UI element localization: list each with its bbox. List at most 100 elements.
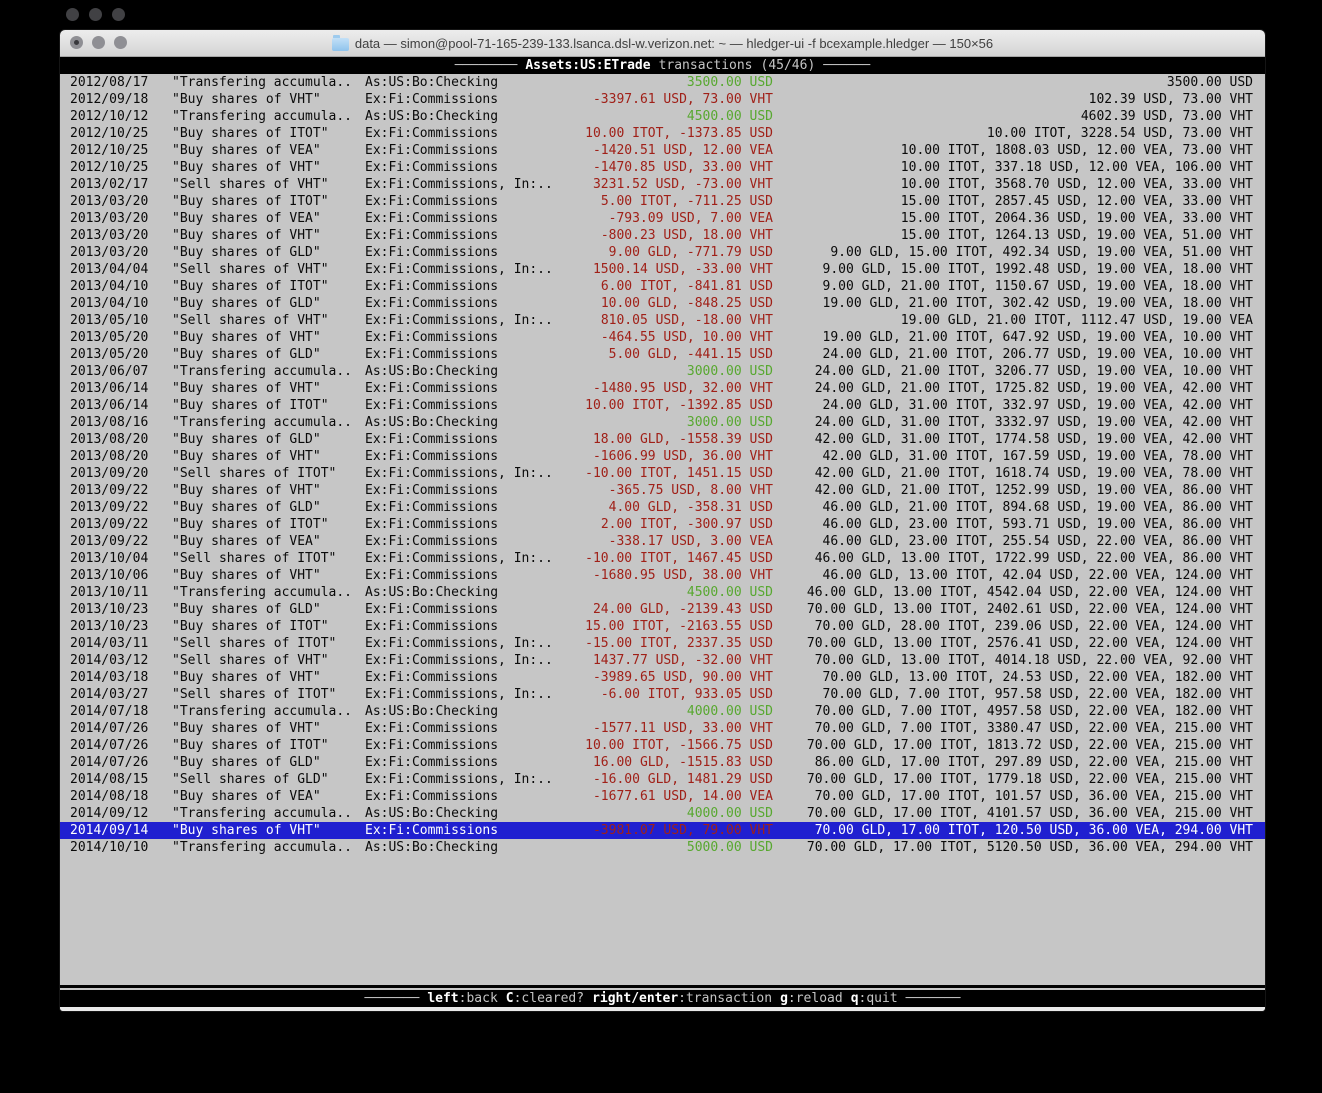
transaction-row[interactable]: 2014/08/15 "Sell shares of GLD" Ex:Fi:Co…: [60, 771, 1265, 788]
transaction-row[interactable]: 2014/07/18 "Transfering accumula.. As:US…: [60, 703, 1265, 720]
transaction-other-accounts: Ex:Fi:Commissions: [365, 517, 499, 532]
transaction-other-accounts: Ex:Fi:Commissions: [365, 245, 499, 260]
transaction-row[interactable]: 2013/09/22 "Buy shares of ITOT" Ex:Fi:Co…: [60, 516, 1265, 533]
transaction-row[interactable]: 2012/08/17 "Transfering accumula.. As:US…: [60, 74, 1265, 91]
transaction-row[interactable]: 2013/10/23 "Buy shares of ITOT" Ex:Fi:Co…: [60, 618, 1265, 635]
transaction-other-accounts: Ex:Fi:Commissions, In:..: [365, 772, 553, 787]
transaction-amount: 3231.52 USD, -73.00 VHT: [592, 177, 773, 192]
transaction-running-balance: 70.00 GLD, 17.00 ITOT, 1779.18 USD, 22.0…: [806, 772, 1253, 787]
transaction-row[interactable]: 2013/09/22 "Buy shares of GLD" Ex:Fi:Com…: [60, 499, 1265, 516]
transaction-amount: -800.23 USD, 18.00 VHT: [600, 228, 773, 243]
background-window-button[interactable]: [66, 8, 79, 21]
transaction-row[interactable]: 2013/03/20 "Buy shares of VEA" Ex:Fi:Com…: [60, 210, 1265, 227]
transaction-other-accounts: As:US:Bo:Checking: [365, 364, 499, 379]
transaction-row[interactable]: 2013/06/14 "Buy shares of ITOT" Ex:Fi:Co…: [60, 397, 1265, 414]
transaction-description: "Buy shares of VHT": [172, 160, 321, 175]
transaction-row[interactable]: 2013/10/04 "Sell shares of ITOT" Ex:Fi:C…: [60, 550, 1265, 567]
transaction-row[interactable]: 2013/10/23 "Buy shares of GLD" Ex:Fi:Com…: [60, 601, 1265, 618]
screen-header: ──────── Assets:US:ETrade transactions (…: [60, 57, 1265, 74]
transaction-row[interactable]: 2014/03/11 "Sell shares of ITOT" Ex:Fi:C…: [60, 635, 1265, 652]
transaction-other-accounts: Ex:Fi:Commissions: [365, 160, 499, 175]
transaction-row[interactable]: 2013/05/20 "Buy shares of VHT" Ex:Fi:Com…: [60, 329, 1265, 346]
help-item: g:reload: [780, 990, 843, 1007]
transaction-amount: 10.00 ITOT, -1566.75 USD: [585, 738, 773, 753]
transaction-date: 2013/06/14: [70, 398, 149, 413]
transaction-running-balance: 4602.39 USD, 73.00 VHT: [1080, 109, 1253, 124]
transaction-running-balance: 102.39 USD, 73.00 VHT: [1088, 92, 1253, 107]
transaction-row[interactable]: 2014/09/12 "Transfering accumula.. As:US…: [60, 805, 1265, 822]
transaction-row[interactable]: 2013/04/10 "Buy shares of ITOT" Ex:Fi:Co…: [60, 278, 1265, 295]
transaction-description: "Buy shares of ITOT": [172, 279, 329, 294]
transaction-row[interactable]: 2014/03/18 "Buy shares of VHT" Ex:Fi:Com…: [60, 669, 1265, 686]
transaction-row[interactable]: 2013/08/16 "Transfering accumula.. As:US…: [60, 414, 1265, 431]
transaction-other-accounts: As:US:Bo:Checking: [365, 704, 499, 719]
transaction-row[interactable]: 2012/10/25 "Buy shares of ITOT" Ex:Fi:Co…: [60, 125, 1265, 142]
transaction-row[interactable]: 2014/07/26 "Buy shares of ITOT" Ex:Fi:Co…: [60, 737, 1265, 754]
transaction-row[interactable]: 2014/08/18 "Buy shares of VEA" Ex:Fi:Com…: [60, 788, 1265, 805]
close-button[interactable]: [70, 36, 83, 49]
transaction-running-balance: 15.00 ITOT, 2857.45 USD, 12.00 VEA, 33.0…: [900, 194, 1253, 209]
transaction-running-balance: 70.00 GLD, 13.00 ITOT, 4014.18 USD, 22.0…: [814, 653, 1253, 668]
transaction-row[interactable]: 2013/03/20 "Buy shares of VHT" Ex:Fi:Com…: [60, 227, 1265, 244]
transaction-row[interactable]: 2014/09/14 "Buy shares of VHT" Ex:Fi:Com…: [60, 822, 1265, 839]
help-key: g: [780, 991, 788, 1006]
transaction-other-accounts: As:US:Bo:Checking: [365, 585, 499, 600]
transaction-row[interactable]: 2014/03/27 "Sell shares of ITOT" Ex:Fi:C…: [60, 686, 1265, 703]
transaction-row[interactable]: 2013/02/17 "Sell shares of VHT" Ex:Fi:Co…: [60, 176, 1265, 193]
transaction-amount: 24.00 GLD, -2139.43 USD: [592, 602, 773, 617]
transaction-row[interactable]: 2013/09/20 "Sell shares of ITOT" Ex:Fi:C…: [60, 465, 1265, 482]
terminal-window: data — simon@pool-71-165-239-133.lsanca.…: [60, 30, 1265, 1011]
transaction-row[interactable]: 2013/08/20 "Buy shares of VHT" Ex:Fi:Com…: [60, 448, 1265, 465]
transaction-row[interactable]: 2014/07/26 "Buy shares of VHT" Ex:Fi:Com…: [60, 720, 1265, 737]
help-label: :quit: [858, 991, 898, 1006]
transaction-other-accounts: Ex:Fi:Commissions: [365, 211, 499, 226]
transaction-running-balance: 10.00 ITOT, 3228.54 USD, 73.00 VHT: [986, 126, 1253, 141]
transaction-date: 2013/10/06: [70, 568, 149, 583]
transaction-other-accounts: Ex:Fi:Commissions: [365, 721, 499, 736]
transaction-row[interactable]: 2012/10/25 "Buy shares of VHT" Ex:Fi:Com…: [60, 159, 1265, 176]
transaction-row[interactable]: 2014/07/26 "Buy shares of GLD" Ex:Fi:Com…: [60, 754, 1265, 771]
transaction-row[interactable]: 2013/03/20 "Buy shares of ITOT" Ex:Fi:Co…: [60, 193, 1265, 210]
transaction-row[interactable]: 2013/03/20 "Buy shares of GLD" Ex:Fi:Com…: [60, 244, 1265, 261]
transaction-date: 2012/08/17: [70, 75, 149, 90]
transaction-row[interactable]: 2013/05/20 "Buy shares of GLD" Ex:Fi:Com…: [60, 346, 1265, 363]
transaction-row[interactable]: 2014/10/10 "Transfering accumula.. As:US…: [60, 839, 1265, 856]
transaction-description: "Buy shares of VHT": [172, 92, 321, 107]
transaction-row[interactable]: 2013/04/10 "Buy shares of GLD" Ex:Fi:Com…: [60, 295, 1265, 312]
transaction-running-balance: 19.00 GLD, 21.00 ITOT, 647.92 USD, 19.00…: [822, 330, 1253, 345]
transaction-running-balance: 70.00 GLD, 28.00 ITOT, 239.06 USD, 22.00…: [814, 619, 1253, 634]
minimize-button[interactable]: [92, 36, 105, 49]
transaction-row[interactable]: 2013/09/22 "Buy shares of VEA" Ex:Fi:Com…: [60, 533, 1265, 550]
transaction-date: 2013/10/04: [70, 551, 149, 566]
zoom-button[interactable]: [114, 36, 127, 49]
titlebar: data — simon@pool-71-165-239-133.lsanca.…: [60, 30, 1265, 57]
transaction-date: 2013/04/10: [70, 279, 149, 294]
transaction-row[interactable]: 2013/06/14 "Buy shares of VHT" Ex:Fi:Com…: [60, 380, 1265, 397]
transaction-other-accounts: As:US:Bo:Checking: [365, 415, 499, 430]
transaction-amount: 15.00 ITOT, -2163.55 USD: [585, 619, 773, 634]
transaction-row[interactable]: 2013/05/10 "Sell shares of VHT" Ex:Fi:Co…: [60, 312, 1265, 329]
transaction-row[interactable]: 2012/10/25 "Buy shares of VEA" Ex:Fi:Com…: [60, 142, 1265, 159]
transaction-other-accounts: Ex:Fi:Commissions: [365, 483, 499, 498]
transaction-row[interactable]: 2013/08/20 "Buy shares of GLD" Ex:Fi:Com…: [60, 431, 1265, 448]
transaction-row[interactable]: 2013/09/22 "Buy shares of VHT" Ex:Fi:Com…: [60, 482, 1265, 499]
help-item: left:back: [427, 990, 497, 1007]
transaction-description: "Transfering accumula..: [172, 840, 353, 855]
transaction-amount: -15.00 ITOT, 2337.35 USD: [585, 636, 773, 651]
transaction-row[interactable]: 2012/10/12 "Transfering accumula.. As:US…: [60, 108, 1265, 125]
transaction-row[interactable]: 2013/04/04 "Sell shares of VHT" Ex:Fi:Co…: [60, 261, 1265, 278]
header-mode: transactions: [658, 58, 753, 73]
help-bar: ─────── left:back C:cleared? right/enter:t…: [60, 990, 1265, 1007]
transaction-other-accounts: Ex:Fi:Commissions: [365, 92, 499, 107]
transaction-row[interactable]: 2012/09/18 "Buy shares of VHT" Ex:Fi:Com…: [60, 91, 1265, 108]
transaction-row[interactable]: 2013/10/11 "Transfering accumula.. As:US…: [60, 584, 1265, 601]
header-account-name: Assets:US:ETrade: [525, 58, 651, 73]
transaction-other-accounts: Ex:Fi:Commissions, In:..: [365, 551, 553, 566]
transaction-row[interactable]: 2013/06/07 "Transfering accumula.. As:US…: [60, 363, 1265, 380]
transaction-other-accounts: Ex:Fi:Commissions: [365, 126, 499, 141]
background-window-button[interactable]: [89, 8, 102, 21]
transaction-description: "Transfering accumula..: [172, 415, 353, 430]
background-window-button[interactable]: [112, 8, 125, 21]
transaction-row[interactable]: 2013/10/06 "Buy shares of VHT" Ex:Fi:Com…: [60, 567, 1265, 584]
transaction-row[interactable]: 2014/03/12 "Sell shares of VHT" Ex:Fi:Co…: [60, 652, 1265, 669]
